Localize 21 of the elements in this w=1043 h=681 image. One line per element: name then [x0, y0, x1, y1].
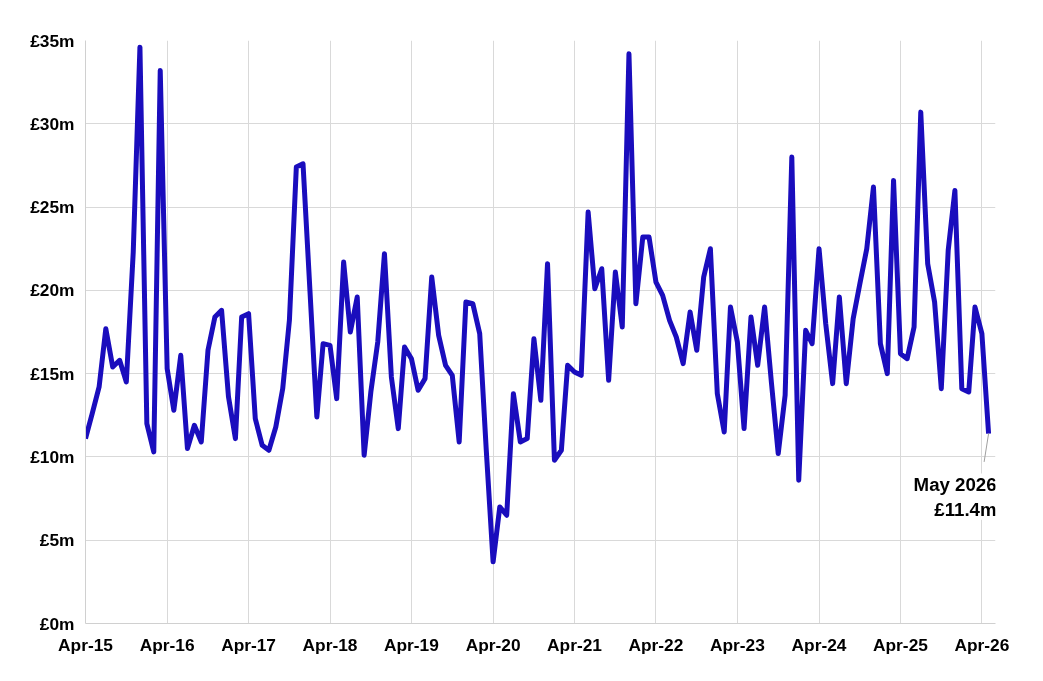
x-tick-label: Apr-19 — [384, 634, 439, 655]
x-tick-label: Apr-18 — [302, 634, 358, 655]
annotation: May 2026 £11.4m — [913, 473, 997, 520]
y-tick-label: £35m — [30, 30, 75, 51]
y-tick-label: £5m — [39, 530, 75, 551]
x-tick-label: Apr-26 — [954, 634, 1010, 655]
x-tick-label: Apr-15 — [58, 634, 114, 655]
x-tick-label: Apr-25 — [873, 634, 929, 655]
x-tick-label: Apr-17 — [221, 634, 277, 655]
y-tick-label: £20m — [30, 280, 75, 301]
y-tick-label: £30m — [30, 113, 75, 134]
y-tick-label: £10m — [30, 446, 75, 467]
y-tick-label: £0m — [39, 613, 75, 634]
x-tick-label: Apr-24 — [791, 634, 847, 655]
x-tick-label: Apr-22 — [628, 634, 684, 655]
y-tick-label: £25m — [30, 197, 75, 218]
x-tick-label: Apr-20 — [465, 634, 521, 655]
x-tick-label: Apr-23 — [709, 634, 766, 655]
x-tick-label: Apr-16 — [139, 634, 195, 655]
y-tick-label: £15m — [30, 363, 75, 384]
x-tick-label: Apr-21 — [547, 634, 603, 655]
